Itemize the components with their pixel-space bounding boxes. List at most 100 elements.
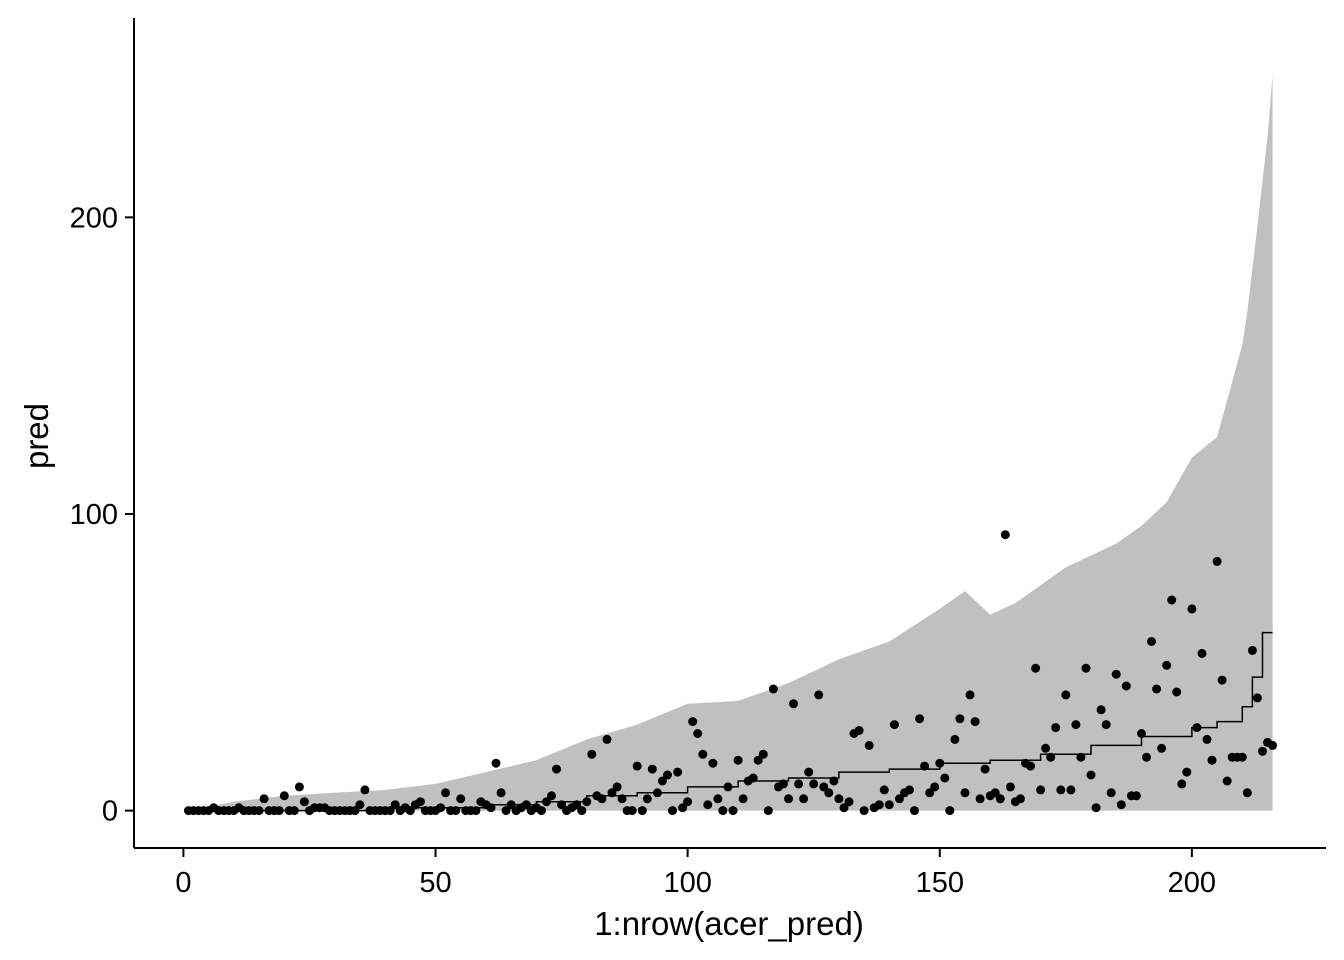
data-point [355,800,365,810]
data-point [299,797,309,807]
prediction-interval-ribbon [188,75,1273,811]
data-point [809,779,819,789]
data-point [1217,675,1227,685]
y-axis-title: pred [18,403,55,469]
data-point [753,755,763,765]
data-point [587,749,597,759]
data-point [274,806,284,816]
data-point [814,690,824,700]
data-point [854,726,864,735]
x-axis-title: 1:nrow(acer_pred) [594,905,864,942]
data-point [1056,785,1066,795]
data-point [688,717,698,727]
data-point [1167,595,1177,605]
data-point [1142,752,1151,762]
data-point [652,788,662,798]
data-point [1121,681,1131,691]
data-point [612,782,622,792]
data-point [960,788,970,798]
data-point [279,791,289,801]
data-point [547,791,556,801]
data-point [995,794,1005,804]
data-point [557,800,567,810]
data-point [1137,729,1146,738]
data-point [1147,637,1156,646]
data-point [471,806,481,816]
data-point [536,806,546,816]
data-point [1081,663,1091,673]
data-point [1000,530,1010,540]
data-point [844,797,854,807]
data-point [834,794,844,804]
data-point [486,803,496,813]
data-point [778,779,788,789]
data-point [572,800,582,810]
data-point [668,806,677,816]
data-point [713,794,723,804]
data-point [1076,752,1086,762]
data-points [184,530,1278,816]
data-point [360,785,370,795]
data-point [647,764,657,774]
data-point [708,758,718,768]
data-point [718,806,728,816]
data-point [1116,800,1126,810]
data-point [1015,794,1025,804]
data-point [945,806,955,816]
data-point [542,797,551,807]
data-point [1005,782,1015,792]
data-point [1237,752,1247,762]
data-point [1162,660,1172,670]
data-point [436,803,446,813]
y-axis-ticks: 0 100 200 [70,202,134,828]
x-tick-label: 50 [419,867,451,899]
data-point [703,800,713,810]
data-point [627,806,637,816]
data-point [259,794,269,804]
data-point [496,788,506,798]
data-point [920,761,930,771]
data-point [1207,755,1217,765]
data-point [456,794,466,804]
data-point [879,785,889,795]
data-point [1041,743,1051,753]
data-point [1242,788,1252,798]
data-point [763,806,773,816]
data-point [294,782,304,792]
data-point [1061,690,1071,700]
data-point [657,776,667,786]
data-point [1192,723,1202,733]
data-point [390,800,400,810]
data-point [1177,779,1187,789]
data-point [738,794,748,804]
data-point [940,773,950,783]
data-point [617,794,627,804]
data-point [824,788,834,798]
data-point [441,788,451,798]
data-point [789,699,798,709]
data-point [894,794,904,804]
data-point [768,684,778,694]
data-point [254,806,264,816]
data-point [1071,720,1081,730]
data-point [955,714,965,724]
data-point [1172,687,1182,697]
data-point [784,794,793,804]
data-point [884,800,894,810]
data-point [930,782,940,792]
plot-panel [184,75,1278,816]
data-point [607,788,617,798]
data-point [683,797,693,807]
data-point [794,779,804,789]
data-point [748,773,758,783]
data-point [1202,734,1212,744]
data-point [632,761,642,771]
data-point [415,797,425,807]
axes: 0 50 100 150 200 0 100 200 [70,18,1326,899]
data-point [1066,785,1076,795]
data-point [859,806,869,816]
data-point [1152,684,1162,694]
data-point [925,788,935,798]
data-point [1182,767,1192,777]
data-point [1197,648,1207,658]
